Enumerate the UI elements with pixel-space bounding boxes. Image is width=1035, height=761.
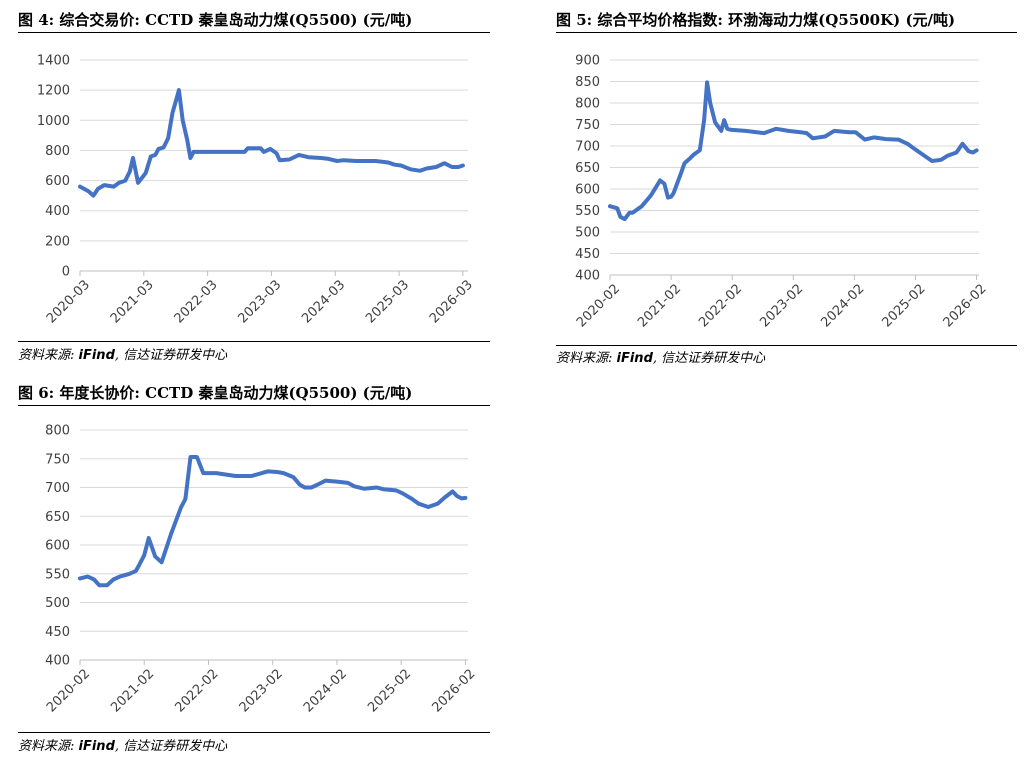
source-note: 资料来源: iFind, 信达证券研发中心	[18, 344, 227, 363]
x-tick-label: 2021-02	[108, 666, 157, 715]
x-tick-label: 2025-02	[879, 281, 928, 330]
y-tick-label: 1400	[37, 54, 70, 69]
title-rule	[18, 405, 490, 406]
x-tick-label: 2024-02	[818, 281, 867, 330]
y-tick-label: 650	[45, 510, 70, 525]
y-tick-label: 650	[575, 161, 600, 176]
y-tick-label: 900	[575, 54, 600, 69]
source-note: 资料来源: iFind, 信达证券研发中心	[18, 735, 227, 754]
y-tick-label: 600	[45, 539, 70, 554]
x-tick-label: 2023-02	[237, 666, 286, 715]
x-tick-label: 2022-03	[172, 277, 221, 326]
y-tick-label: 800	[575, 97, 600, 112]
x-tick-label: 2020-03	[44, 277, 93, 326]
chart-plot: 400 450 500 550 600 650 700 750 800 850 900 2020-02…	[574, 54, 990, 331]
chart-plot: 0 200 400 600 800 1000 1200 1400 2020-03 2021-03 2…	[37, 54, 476, 327]
y-tick-label: 0	[62, 265, 70, 280]
source-suffix: , 信达证券研发中心	[652, 351, 766, 366]
chart-plot: 400 450 500 550 600 650 700 750 800 2020-02 2021-0…	[44, 424, 478, 716]
chart-title: 图 5: 综合平均价格指数: 环渤海动力煤(Q5500K) (元/吨)	[556, 11, 956, 29]
source-prefix: 资料来源:	[18, 348, 79, 363]
y-tick-label: 750	[45, 452, 70, 467]
y-tick-label: 550	[45, 567, 70, 582]
title-rule	[18, 32, 490, 33]
y-tick-label: 1200	[37, 84, 70, 99]
x-tick-label: 2025-03	[363, 277, 412, 326]
series-line	[78, 455, 468, 588]
chart-title: 图 4: 综合交易价: CCTD 秦皇岛动力煤(Q5500) (元/吨)	[18, 11, 413, 29]
y-tick-label: 500	[575, 226, 600, 241]
y-tick-label: 800	[45, 144, 70, 159]
source-suffix: , 信达证券研发中心	[114, 348, 228, 363]
x-tick-label: 2022-02	[173, 666, 222, 715]
source-suffix: , 信达证券研发中心	[114, 739, 228, 754]
chart-title: 图 6: 年度长协价: CCTD 秦皇岛动力煤(Q5500) (元/吨)	[18, 384, 413, 402]
source-brand: iFind	[78, 739, 115, 754]
x-tick-label: 2026-02	[941, 281, 990, 330]
source-rule	[18, 732, 490, 733]
x-tick-label: 2021-02	[635, 281, 684, 330]
y-tick-label: 700	[45, 481, 70, 496]
y-tick-label: 500	[45, 596, 70, 611]
chart-panel-4: 图 4: 综合交易价: CCTD 秦皇岛动力煤(Q5500) (元/吨) 0 20…	[18, 10, 490, 366]
source-prefix: 资料来源:	[556, 351, 617, 366]
x-tick-label: 2025-02	[365, 666, 414, 715]
y-tick-label: 600	[45, 174, 70, 189]
chart-panel-5: 图 5: 综合平均价格指数: 环渤海动力煤(Q5500K) (元/吨) 400 4…	[556, 10, 1017, 366]
y-tick-label: 450	[45, 625, 70, 640]
y-tick-label: 550	[575, 204, 600, 219]
y-tick-label: 800	[45, 424, 70, 439]
source-rule	[18, 341, 490, 342]
y-tick-label: 850	[575, 75, 600, 90]
y-tick-label: 450	[575, 247, 600, 262]
y-tick-label: 200	[45, 234, 70, 249]
y-tick-label: 400	[45, 204, 70, 219]
title-rule	[556, 32, 1017, 33]
y-tick-label: 400	[575, 269, 600, 284]
x-tick-label: 2024-03	[299, 277, 348, 326]
x-tick-label: 2022-02	[696, 281, 745, 330]
chart-panel-6: 图 6: 年度长协价: CCTD 秦皇岛动力煤(Q5500) (元/吨) 400…	[18, 383, 490, 757]
source-brand: iFind	[78, 348, 115, 363]
y-tick-label: 400	[45, 654, 70, 669]
source-brand: iFind	[616, 351, 653, 366]
x-tick-label: 2024-02	[301, 666, 350, 715]
y-tick-label: 600	[575, 183, 600, 198]
series-line	[608, 80, 979, 222]
source-note: 资料来源: iFind, 信达证券研发中心	[556, 347, 765, 366]
y-tick-label: 750	[575, 118, 600, 133]
source-rule	[556, 345, 1017, 346]
x-tick-label: 2020-02	[574, 281, 623, 330]
x-tick-label: 2026-02	[429, 666, 478, 715]
source-prefix: 资料来源:	[18, 739, 79, 754]
y-tick-label: 700	[575, 140, 600, 155]
x-tick-label: 2023-02	[757, 281, 806, 330]
x-tick-label: 2020-02	[44, 666, 93, 715]
series-line	[78, 88, 465, 198]
x-tick-label: 2023-03	[235, 277, 284, 326]
y-tick-label: 1000	[37, 114, 70, 129]
x-tick-label: 2026-03	[427, 277, 476, 326]
x-tick-label: 2021-03	[108, 277, 157, 326]
